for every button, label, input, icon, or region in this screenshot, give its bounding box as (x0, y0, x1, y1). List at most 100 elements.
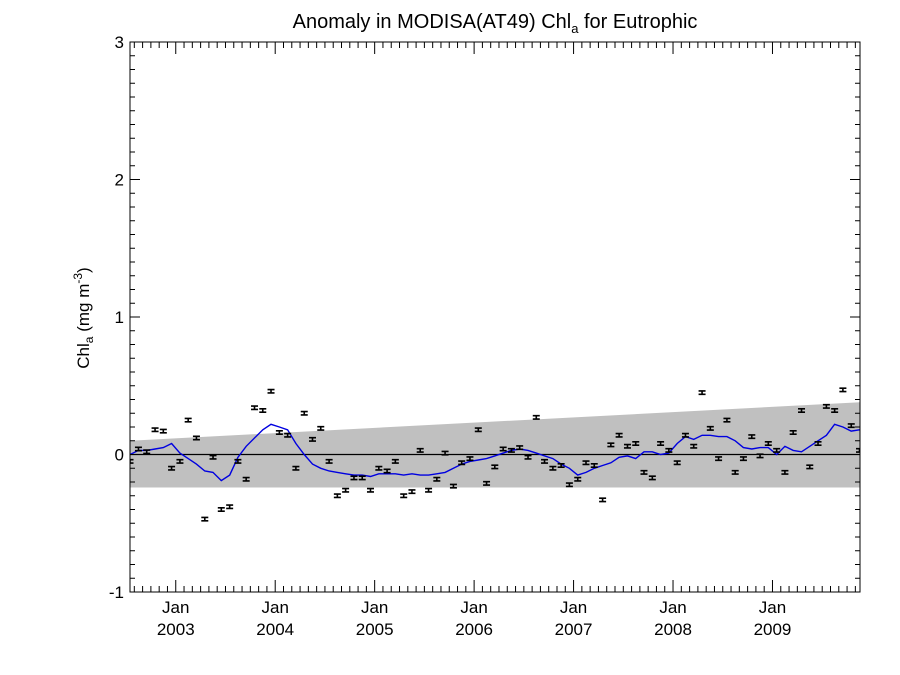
data-point-error-bar (590, 463, 598, 468)
data-point-error-bar (739, 456, 747, 462)
data-point-error-bar (466, 456, 474, 462)
plot-area: -1 0 1 2 3 Jan 2003 Jan 2004 Jan 2005 Jan 2006 Jan 200… (109, 33, 861, 639)
data-point-error-bar (673, 460, 681, 466)
x-tick-month-label: Jan (759, 598, 786, 617)
data-point-error-bar (491, 464, 499, 470)
data-point-error-bar (159, 428, 167, 434)
ylabel-main: Chl (74, 343, 93, 369)
ylabel-units: (mg m (74, 284, 93, 337)
data-point-error-bar (474, 427, 482, 433)
data-point-error-bar (822, 403, 830, 409)
data-point-error-bar (507, 447, 515, 453)
data-point-error-bar (665, 447, 673, 453)
ylabel-superscript: -3 (71, 273, 85, 284)
y-tick-label: 1 (115, 308, 124, 327)
data-point-error-bar (358, 475, 366, 481)
data-point-error-bar (557, 463, 565, 468)
data-point-error-bar (715, 456, 723, 462)
data-point-error-bar (781, 469, 789, 475)
data-point-error-bar (458, 460, 466, 466)
plot-frame (129, 41, 861, 593)
data-point-error-bar (690, 443, 698, 449)
data-point-error-bar (681, 432, 689, 438)
data-point-error-bar (267, 388, 275, 394)
data-point-error-bar (284, 432, 292, 438)
data-point-error-bar (441, 450, 449, 456)
data-point-error-bar (698, 390, 706, 396)
data-point-error-bar (798, 408, 806, 413)
x-tick-year-label: 2005 (356, 620, 394, 639)
data-point-error-bar (723, 417, 731, 423)
data-point-error-bar (168, 465, 176, 471)
data-point-error-bar (789, 430, 797, 435)
data-point-error-bar (773, 447, 781, 453)
x-tick-year-label: 2009 (754, 620, 792, 639)
data-point-error-bar (640, 469, 648, 475)
data-point-error-bar (706, 425, 714, 431)
ylabel-close: ) (74, 267, 93, 273)
data-point-error-bar (251, 405, 259, 411)
data-point-error-bar (242, 476, 250, 482)
data-point-error-bar (309, 436, 316, 442)
data-point-error-bar (483, 480, 491, 486)
data-point-error-bar (366, 487, 374, 493)
data-point-error-bar (541, 458, 549, 464)
data-point-error-bar (350, 475, 358, 481)
data-point-error-bar (143, 449, 151, 455)
data-point-error-bar (201, 516, 209, 522)
x-tick-month-label: Jan (659, 598, 686, 617)
data-point-error-bar (375, 465, 383, 471)
data-point-error-bar (806, 464, 814, 470)
data-point-error-bar (130, 458, 134, 464)
data-point-error-bar (234, 458, 242, 464)
data-point-error-bar (317, 425, 325, 431)
data-point-error-bar (425, 487, 433, 493)
data-point-error-bar (151, 427, 159, 433)
data-point-error-bar (400, 493, 408, 499)
x-tick-month-label: Jan (460, 598, 487, 617)
data-point-error-bar (391, 458, 399, 464)
data-point-error-bar (599, 497, 607, 503)
data-point-error-bar (383, 468, 391, 474)
data-point-error-bar (731, 469, 739, 475)
x-tick-month-label: Jan (361, 598, 388, 617)
y-tick-label: 3 (115, 33, 124, 52)
data-point-error-bar (516, 445, 524, 451)
data-point-error-bar (582, 460, 590, 466)
ylabel-subscript: a (82, 336, 96, 343)
data-point-error-bar (325, 458, 333, 464)
data-point-error-bar (574, 476, 582, 482)
data-point-error-bar (532, 414, 540, 420)
data-point-error-bar (549, 465, 557, 471)
trend-band (130, 402, 860, 488)
data-point-error-bar (300, 410, 308, 416)
data-point-error-bar (192, 435, 200, 441)
y-tick-label: 2 (115, 171, 124, 190)
data-point-error-bar (839, 387, 847, 393)
data-point-error-bar (217, 507, 225, 512)
data-point-error-bar (176, 458, 184, 464)
data-point-error-bar (764, 441, 772, 446)
data-point-error-bar (814, 441, 822, 446)
data-point-error-bar (565, 482, 573, 488)
data-point-error-bar (184, 417, 192, 423)
data-point-error-bar (333, 493, 341, 499)
data-point-error-bar (275, 430, 283, 435)
x-tick-month-label: Jan (162, 598, 189, 617)
chart-title: Anomaly in MODISA(AT49) Chla for Eutroph… (293, 11, 698, 36)
x-tick-year-label: 2008 (654, 620, 692, 639)
x-tick-month-label: Jan (560, 598, 587, 617)
data-point-error-bar (607, 442, 615, 448)
x-tick-month-label: Jan (261, 598, 288, 617)
x-tick-year-label: 2004 (256, 620, 294, 639)
data-point-error-bar (615, 432, 623, 438)
data-point-error-bar (524, 454, 532, 460)
data-point-error-bar (433, 476, 441, 482)
x-tick-year-label: 2006 (455, 620, 493, 639)
data-point-error-bar (416, 447, 424, 453)
x-tick-year-label: 2003 (157, 620, 195, 639)
data-point-error-bar (632, 441, 640, 446)
data-point-error-bar (259, 408, 267, 413)
data-point-error-bar (623, 443, 631, 449)
